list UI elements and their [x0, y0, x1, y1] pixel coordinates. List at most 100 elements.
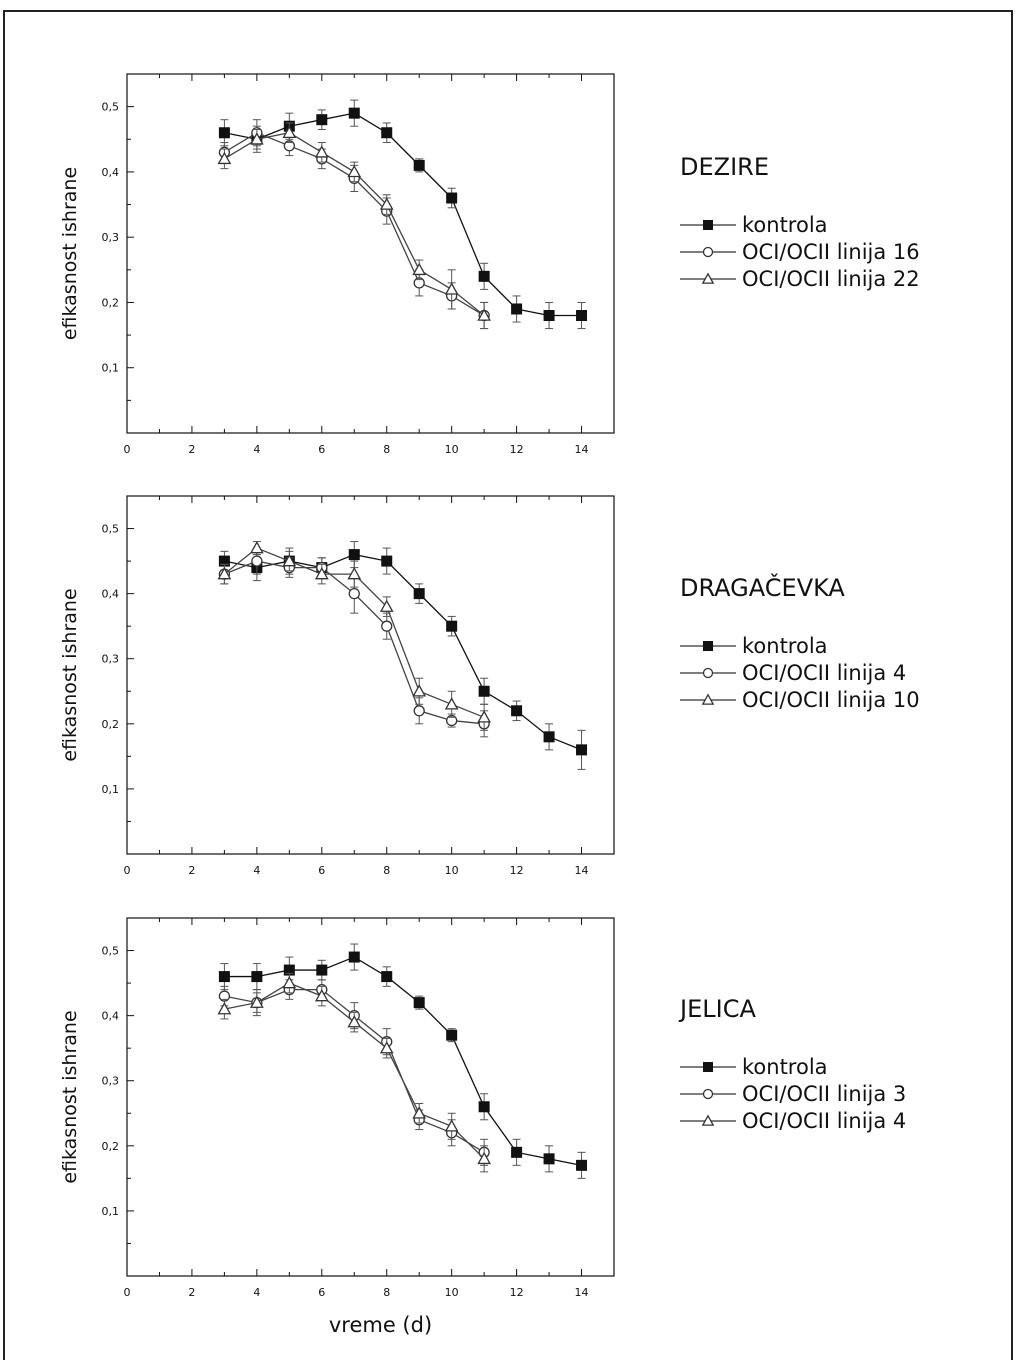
marker-square: [511, 303, 523, 315]
marker-square: [446, 192, 458, 204]
plot-area: [126, 495, 615, 855]
marker-circle: [413, 705, 425, 717]
marker-square: [478, 270, 490, 282]
x-tick-label: 8: [383, 864, 390, 877]
marker-triangle: [379, 599, 394, 612]
x-tick-label: 0: [124, 1286, 131, 1299]
y-tick-label: 0,5: [102, 945, 120, 958]
marker-square: [413, 159, 425, 171]
x-tick-label: 2: [188, 1286, 195, 1299]
marker-triangle: [314, 567, 329, 580]
marker-square: [446, 620, 458, 632]
marker-circle: [702, 246, 714, 258]
marker-square: [381, 555, 393, 567]
y-tick-label: 0,1: [102, 783, 120, 796]
legend: kontrola OCI/OCII linija 16 OCI/OCII linij…: [680, 213, 920, 291]
marker-triangle: [379, 1041, 394, 1054]
y-tick-label: 0,5: [102, 101, 120, 114]
marker-triangle: [444, 282, 459, 295]
marker-triangle: [282, 554, 297, 567]
y-tick-label: 0,1: [102, 362, 120, 375]
x-tick-label: 2: [188, 864, 195, 877]
x-tick-label: 10: [445, 443, 459, 456]
x-tick-label: 4: [253, 443, 260, 456]
plot-area: [126, 917, 615, 1277]
marker-triangle: [217, 151, 232, 165]
y-axis-label: efikasnost ishrane: [59, 588, 81, 761]
marker-square: [381, 127, 393, 139]
chart-panel-3: 0 2 4 6 8 10 12 14 0,1 0,2 0,3 0,4 0,5 efikasnost ish…: [59, 917, 906, 1337]
chart-title: DEZIRE: [680, 153, 769, 181]
x-tick-label: 14: [575, 1286, 589, 1299]
x-tick-label: 0: [124, 864, 131, 877]
y-tick-label: 0,1: [102, 1205, 120, 1218]
chart-panel-1: 0 2 4 6 8 10 12 14 0,1 0,2 0,3 0,4 0,5 efikasnost ish…: [59, 73, 920, 456]
y-tick-label: 0,5: [102, 523, 120, 536]
marker-triangle: [347, 1015, 362, 1028]
x-tick-label: 14: [575, 864, 589, 877]
y-tick-label: 0,2: [102, 718, 120, 731]
marker-triangle: [217, 567, 232, 580]
marker-square: [543, 1153, 555, 1165]
x-tick-label: 12: [510, 443, 524, 456]
legend-label: OCI/OCII linija 10: [742, 688, 920, 712]
marker-square: [316, 964, 328, 976]
figure-frame: [3, 10, 1013, 1360]
marker-triangle: [444, 697, 459, 710]
marker-square: [446, 1029, 458, 1041]
marker-triangle: [379, 197, 394, 210]
marker-square: [413, 588, 425, 600]
series-3: [217, 972, 491, 1173]
series-2: [218, 119, 490, 330]
x-tick-label: 10: [445, 1286, 459, 1299]
marker-triangle: [250, 132, 264, 145]
marker-square: [576, 744, 588, 756]
series-3: [217, 122, 491, 330]
series-line: [224, 132, 485, 317]
x-tick-label: 6: [318, 443, 325, 456]
y-tick-label: 0,4: [102, 1010, 120, 1023]
marker-triangle: [347, 164, 362, 178]
x-tick-label: 4: [253, 1286, 260, 1299]
legend-label: OCI/OCII linija 16: [742, 240, 920, 264]
series-1: [218, 99, 588, 330]
marker-square: [218, 127, 230, 139]
y-tick-label: 0,3: [102, 231, 120, 244]
y-axis-label: efikasnost ishrane: [59, 167, 81, 340]
legend: kontrola OCI/OCII linija 4 OCI/OCII linija…: [680, 634, 920, 712]
series-line: [224, 112, 582, 317]
marker-triangle: [314, 989, 329, 1002]
series-line: [224, 553, 582, 751]
y-tick-label: 0,3: [102, 653, 120, 666]
legend-label: kontrola: [742, 1055, 828, 1079]
legend: kontrola OCI/OCII linija 3 OCI/OCII linija…: [680, 1055, 906, 1133]
marker-square: [348, 549, 360, 561]
marker-square: [413, 997, 425, 1009]
x-tick-label: 8: [383, 1286, 390, 1299]
marker-square: [703, 220, 713, 230]
x-tick-label: 14: [575, 443, 589, 456]
y-tick-label: 0,2: [102, 296, 120, 309]
marker-triangle: [477, 308, 491, 321]
marker-square: [478, 1101, 490, 1113]
marker-triangle: [314, 145, 329, 158]
marker-triangle: [282, 125, 297, 138]
marker-square: [703, 1062, 713, 1072]
legend-label: OCI/OCII linija 4: [742, 661, 906, 685]
marker-circle: [702, 667, 714, 679]
marker-circle: [381, 620, 393, 632]
marker-triangle: [477, 1151, 491, 1165]
marker-square: [348, 107, 360, 119]
series-line: [224, 956, 582, 1166]
marker-triangle: [412, 1106, 427, 1119]
chart-title: DRAGAČEVKA: [680, 572, 845, 602]
marker-triangle: [347, 567, 362, 580]
series-line: [224, 132, 485, 317]
x-tick-label: 10: [445, 864, 459, 877]
marker-triangle: [477, 710, 491, 723]
x-tick-label: 8: [383, 443, 390, 456]
marker-square: [576, 1159, 588, 1171]
legend-label: kontrola: [742, 634, 828, 658]
marker-triangle: [412, 684, 427, 697]
